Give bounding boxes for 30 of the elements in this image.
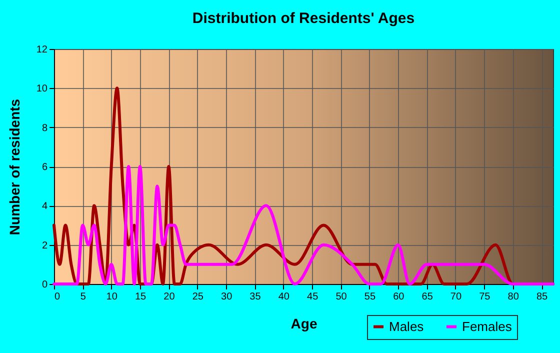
x-tick-label: 75 [479, 292, 491, 302]
legend-label: Females [462, 318, 512, 334]
x-tick-label: 45 [307, 292, 319, 302]
x-tick-label: 5 [80, 292, 86, 302]
x-tick-label: 40 [278, 292, 290, 302]
y-tick-label: 2 [42, 240, 48, 252]
x-axis-title: Age [290, 316, 318, 332]
x-tick-label: 10 [106, 292, 118, 302]
x-tick-label: 80 [508, 292, 520, 302]
x-tick-label: 20 [164, 292, 176, 302]
x-tick-label: 60 [393, 292, 405, 302]
x-tick-label: 70 [450, 292, 462, 302]
y-tick-label: 0 [42, 280, 48, 290]
y-tick-label: 8 [42, 122, 48, 134]
x-tick-label: 0 [54, 292, 60, 302]
x-tick-label: 65 [422, 292, 434, 302]
x-tick-label: 55 [364, 292, 376, 302]
y-tick-label: 6 [42, 162, 48, 173]
chart-title: Distribution of Residents' Ages [192, 10, 415, 27]
x-tick-label: 30 [221, 292, 233, 302]
x-tick-label: 50 [336, 292, 348, 302]
x-tick-label: 35 [250, 292, 262, 302]
x-tick-label: 15 [134, 292, 147, 302]
x-tick-label: 25 [192, 292, 204, 302]
legend-label: Males [389, 318, 424, 334]
y-tick-label: 10 [36, 84, 48, 95]
y-axis-title: Number of residents [6, 98, 22, 236]
y-tick-label: 12 [36, 44, 48, 56]
x-tick-label: 85 [536, 292, 548, 302]
y-tick-label: 4 [42, 201, 48, 212]
